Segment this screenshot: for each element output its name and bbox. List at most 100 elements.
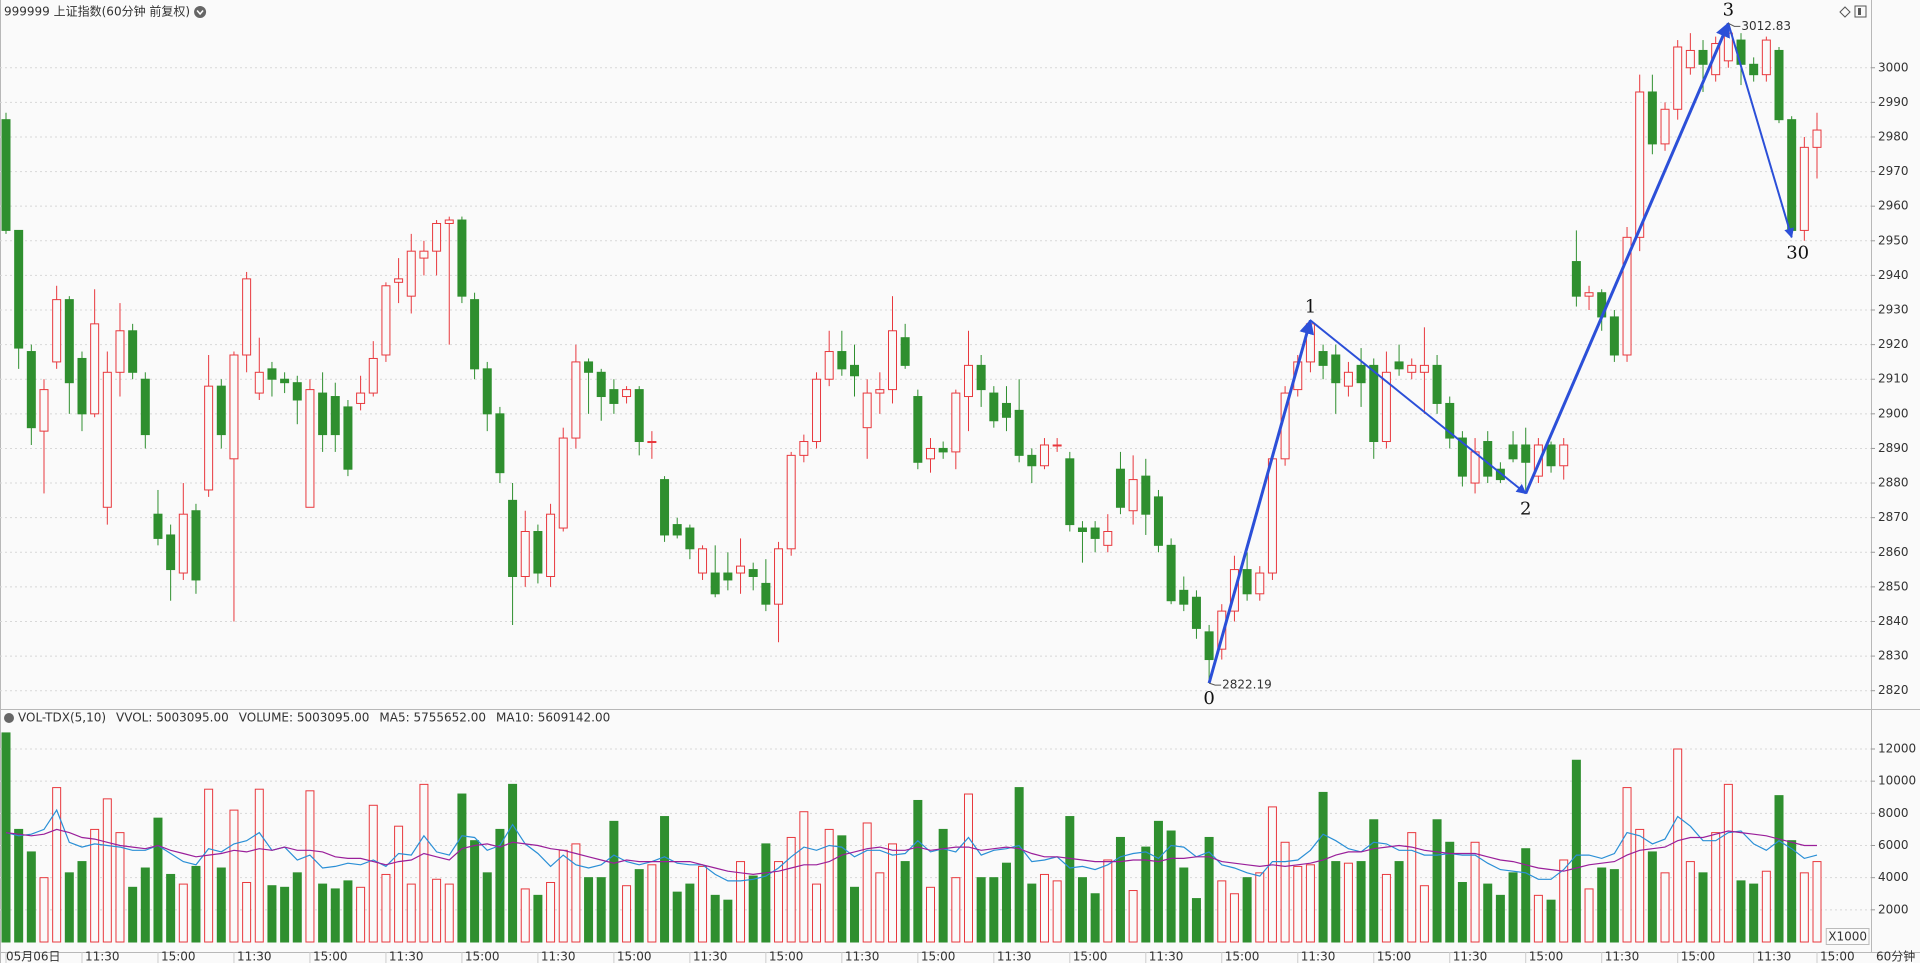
candle-body [1115,468,1125,508]
candle-body [267,368,277,380]
x-tick-label: 15:00 [1681,950,1716,963]
x-tick-label: 11:30 [1605,950,1640,963]
volume-bar [698,865,708,943]
volume-bar [1065,816,1075,943]
volume-bar [1799,872,1809,943]
candle-body [1217,610,1227,650]
candle-body [1039,444,1049,467]
volume-bar [850,886,860,943]
volume-bar [1115,836,1125,943]
volume-bar [1711,832,1721,943]
volume-bar [1597,867,1607,943]
candle-body [1331,354,1341,384]
candle-body [1698,49,1708,65]
volume-bar [1356,861,1366,943]
x-tick-label: 11:30 [1149,950,1184,963]
x-tick-label: 15:00 [161,950,196,963]
wave-label: 0 [1203,688,1214,709]
volume-bar [1445,841,1455,943]
y-tick-label: 6000 [1878,838,1909,852]
candle-body [1128,479,1138,512]
volume-bar [875,872,885,943]
volume-bar [1014,787,1024,943]
volume-bar [1609,869,1619,943]
layout-icon[interactable] [1854,5,1867,18]
candle-body [685,527,695,550]
volume-bar [1077,877,1087,943]
y-tick-label: 2890 [1878,441,1909,455]
volume-bar [305,790,315,943]
candle-body [1749,63,1759,76]
candle-body [1521,444,1531,463]
candle-body [1103,531,1113,546]
candle-body [1470,451,1480,484]
candle-body [584,361,594,373]
candle-body [1052,444,1062,447]
volume-bar [1103,859,1113,943]
candle-body [1419,364,1429,373]
x-tick-label: 15:00 [769,950,804,963]
candle-body [1065,458,1075,526]
volume-bar [77,861,87,943]
volume-bar [1495,894,1505,943]
volume-bar [647,864,657,943]
volume-bar [584,877,594,943]
candle-body [39,389,49,432]
candle-body [1255,572,1265,595]
volume-bar [1293,865,1303,943]
volume-bar [191,865,201,943]
volume-bar [1749,883,1759,943]
candle-body [1457,437,1467,477]
volume-bar [938,828,948,943]
volume-bar [1571,759,1581,943]
x-tick-label: 05月06日 [6,950,61,963]
draw-icon[interactable] [1839,6,1851,18]
candle-body [280,378,290,384]
chart-title: 999999 上证指数(60分钟 前复权) [4,4,190,19]
price-label: 3012.83 [1741,19,1791,33]
candle-body [356,392,366,404]
volume-bar [1153,820,1163,943]
candle-body [1761,39,1771,76]
x-tick-label: 15:00 [465,950,500,963]
candle-body [394,278,404,283]
volume-bar [1723,783,1733,943]
candle-body [64,299,74,384]
candle-body [343,406,353,470]
y-tick-label: 2950 [1878,233,1909,247]
volume-bar [1559,859,1569,943]
x-tick-label: 15:00 [1529,950,1564,963]
volume-bar [1,732,11,943]
volume-bar [1305,864,1315,943]
y-tick-label: 2990 [1878,95,1909,109]
volume-bar [381,873,391,943]
wave-label: 1 [1305,296,1316,317]
volume-bar [166,873,176,943]
candle-body [963,364,973,398]
candle-body [1077,527,1087,533]
candle-body [824,351,834,380]
candle-body [520,531,530,577]
volume-bar [1812,861,1822,943]
x-tick-label: 11:30 [1453,950,1488,963]
dropdown-icon[interactable] [194,6,207,18]
candle-body [1723,32,1733,62]
volume-bar [913,799,923,943]
candle-body [837,351,847,370]
candle-body [748,569,758,577]
x-tick-label: 15:00 [1820,950,1855,963]
candle-body [1141,475,1151,515]
volume-bar [1533,894,1543,943]
volume-bar [571,843,581,943]
y-tick-label: 12000 [1878,741,1916,755]
x-tick-label: 11:30 [389,950,424,963]
volume-bar [761,843,771,943]
candle-body [1584,292,1594,297]
y-tick-label: 2930 [1878,303,1909,317]
period-label[interactable]: 60分钟 [1876,949,1915,963]
candle-body [1204,631,1214,661]
volume-bar [976,877,986,943]
volume-bar [1331,861,1341,943]
volume-bar [888,843,898,943]
volume-bar [1521,848,1531,943]
